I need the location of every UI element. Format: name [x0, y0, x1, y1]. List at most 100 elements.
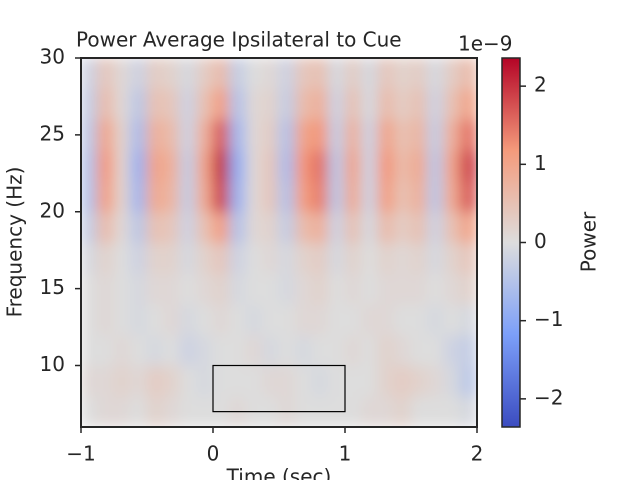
heatmap-cell	[460, 88, 477, 120]
heatmap-cell	[460, 272, 477, 305]
heatmap-cell	[196, 395, 214, 427]
heatmap-cell	[113, 272, 131, 305]
heatmap-cell	[361, 149, 379, 182]
heatmap-cell	[361, 334, 379, 366]
heatmap-cell	[328, 149, 346, 182]
heatmap-cell	[130, 119, 148, 151]
heatmap-cell	[427, 149, 445, 182]
heatmap-cell	[163, 58, 181, 90]
heatmap-cell	[212, 149, 230, 182]
heatmap-cell	[311, 88, 329, 120]
x-tick-label: 2	[471, 442, 484, 466]
heatmap-cell	[427, 242, 445, 274]
heatmap-cell	[245, 334, 263, 366]
heatmap-cell	[130, 211, 148, 243]
heatmap-cell	[443, 242, 461, 274]
heatmap-cell	[295, 303, 313, 336]
heatmap-cell	[460, 211, 477, 243]
heatmap-cell	[460, 365, 477, 397]
heatmap-cell	[113, 395, 131, 427]
heatmap-cell	[262, 88, 280, 120]
x-tick-label: −1	[66, 442, 95, 466]
heatmap-cell	[394, 272, 412, 305]
heatmap-cell	[410, 395, 428, 427]
y-axis-label: Frequency (Hz)	[3, 167, 27, 318]
heatmap-cell	[328, 180, 346, 213]
heatmap-cell	[179, 242, 197, 274]
heatmap-cell	[130, 365, 148, 397]
y-tick-label: 30	[40, 45, 65, 69]
heatmap-cell	[344, 180, 362, 213]
heatmap-cell	[113, 58, 131, 90]
heatmap-cell	[443, 180, 461, 213]
heatmap-cell	[328, 303, 346, 336]
heatmap-cell	[410, 58, 428, 90]
heatmap-cell	[344, 119, 362, 151]
heatmap-cell	[311, 211, 329, 243]
heatmap-cell	[361, 211, 379, 243]
heatmap-cell	[328, 334, 346, 366]
heatmap-cell	[427, 334, 445, 366]
heatmap-cell	[262, 303, 280, 336]
heatmap-cell	[196, 334, 214, 366]
heatmap-cell	[377, 365, 395, 397]
heatmap-cell	[196, 272, 214, 305]
heatmap-cell	[81, 242, 98, 274]
heatmap-cell	[295, 272, 313, 305]
heatmap-cell	[295, 149, 313, 182]
heatmap-cell	[427, 58, 445, 90]
heatmap-cell	[130, 272, 148, 305]
heatmap-cell	[81, 180, 98, 213]
heatmap-cell	[146, 242, 164, 274]
heatmap-cell	[377, 211, 395, 243]
heatmap-cell	[311, 119, 329, 151]
heatmap-cell	[196, 149, 214, 182]
heatmap-cell	[196, 365, 214, 397]
heatmap-cell	[97, 119, 115, 151]
heatmap-cell	[146, 395, 164, 427]
heatmap-cell	[410, 334, 428, 366]
heatmap-cell	[97, 303, 115, 336]
heatmap-cell	[361, 303, 379, 336]
heatmap-cell	[130, 395, 148, 427]
heatmap-cell	[377, 303, 395, 336]
heatmap-cell	[229, 272, 247, 305]
heatmap-cell	[361, 395, 379, 427]
heatmap-cell	[377, 149, 395, 182]
heatmap-cell	[245, 211, 263, 243]
heatmap-cell	[229, 149, 247, 182]
heatmap-cell	[146, 180, 164, 213]
heatmap-cell	[163, 242, 181, 274]
heatmap-cell	[97, 211, 115, 243]
heatmap-cell	[113, 303, 131, 336]
heatmap-cell	[311, 149, 329, 182]
heatmap-cell	[229, 119, 247, 151]
heatmap-cell	[179, 58, 197, 90]
heatmap-cell	[278, 119, 296, 151]
y-tick-label: 10	[40, 352, 65, 376]
heatmap-cell	[361, 180, 379, 213]
heatmap-cell	[196, 58, 214, 90]
heatmap-cell	[394, 365, 412, 397]
heatmap-cell	[97, 149, 115, 182]
heatmap-cell	[245, 149, 263, 182]
heatmap-cell	[344, 334, 362, 366]
heatmap-cell	[113, 149, 131, 182]
heatmap-cell	[212, 119, 230, 151]
heatmap-cell	[245, 272, 263, 305]
heatmap-cell	[328, 58, 346, 90]
heatmap-cell	[344, 395, 362, 427]
heatmap	[81, 58, 477, 427]
heatmap-cell	[113, 119, 131, 151]
heatmap-cell	[245, 242, 263, 274]
heatmap-cell	[460, 242, 477, 274]
heatmap-cell	[295, 88, 313, 120]
heatmap-cell	[295, 334, 313, 366]
heatmap-cell	[361, 119, 379, 151]
heatmap-cell	[81, 211, 98, 243]
heatmap-cell	[410, 211, 428, 243]
heatmap-cell	[262, 242, 280, 274]
heatmap-cell	[212, 242, 230, 274]
heatmap-cell	[146, 365, 164, 397]
heatmap-cell	[311, 272, 329, 305]
